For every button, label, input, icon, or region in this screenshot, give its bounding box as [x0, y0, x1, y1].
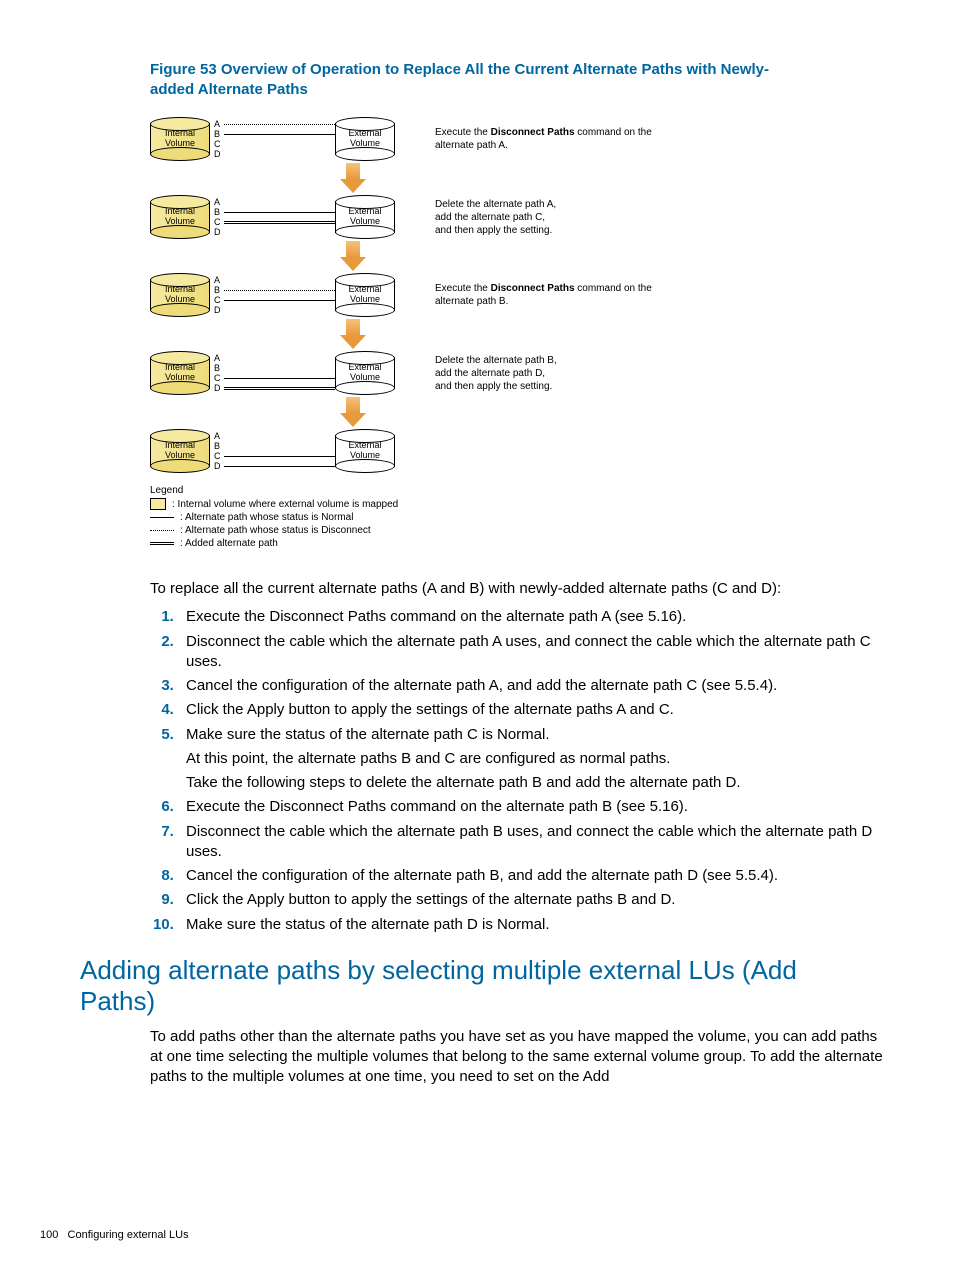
section-body: To add paths other than the alternate pa…: [150, 1027, 884, 1088]
legend-line-icon: [150, 517, 174, 518]
path-letter: A: [214, 275, 224, 285]
path-letter: D: [214, 461, 224, 471]
path-letter: A: [214, 119, 224, 129]
legend-title: Legend: [150, 485, 914, 496]
step-item: Cancel the configuration of the alternat…: [178, 866, 884, 886]
step-item: Make sure the status of the alternate pa…: [178, 915, 884, 935]
path-column: ABCD: [210, 117, 335, 161]
step-item: Click the Apply button to apply the sett…: [178, 890, 884, 910]
path-line: [224, 466, 335, 467]
path-column: ABCD: [210, 273, 335, 317]
path-letter: C: [214, 139, 224, 149]
path-line: [224, 290, 335, 291]
legend-text: : Alternate path whose status is Disconn…: [180, 525, 371, 536]
path-line: [224, 456, 335, 457]
step-item: Disconnect the cable which the alternate…: [178, 632, 884, 673]
path-letter: D: [214, 305, 224, 315]
path-line: [224, 300, 335, 301]
path-letter: C: [214, 295, 224, 305]
step-item: Click the Apply button to apply the sett…: [178, 700, 884, 720]
arrow-row: [150, 317, 914, 351]
diagram-row: InternalVolumeABCDExternalVolumeDelete t…: [150, 195, 914, 239]
legend-item: : Alternate path whose status is Disconn…: [150, 525, 914, 536]
legend-text: : Internal volume where external volume …: [172, 499, 398, 510]
diagram-row: InternalVolumeABCDExternalVolume: [150, 429, 914, 473]
step-item: Cancel the configuration of the alternat…: [178, 676, 884, 696]
diagram-caption: Execute the Disconnect Paths command on …: [435, 282, 685, 308]
legend-swatch-icon: [150, 498, 166, 510]
path-letter: B: [214, 207, 224, 217]
footer-title: Configuring external LUs: [68, 1229, 189, 1241]
figure-title: Figure 53 Overview of Operation to Repla…: [150, 60, 804, 99]
path-letter: B: [214, 363, 224, 373]
arrow-row: [150, 395, 914, 429]
page-number: 100: [40, 1229, 58, 1241]
legend-text: : Added alternate path: [180, 538, 278, 549]
path-line: [224, 124, 335, 125]
internal-volume-icon: InternalVolume: [150, 429, 210, 473]
external-volume-icon: ExternalVolume: [335, 351, 395, 395]
internal-volume-icon: InternalVolume: [150, 195, 210, 239]
diagram-row: InternalVolumeABCDExternalVolumeExecute …: [150, 273, 914, 317]
external-volume-icon: ExternalVolume: [335, 273, 395, 317]
diagram-row: InternalVolumeABCDExternalVolumeDelete t…: [150, 351, 914, 395]
path-letter: B: [214, 285, 224, 295]
step-item: Disconnect the cable which the alternate…: [178, 822, 884, 863]
step-subtext: Take the following steps to delete the a…: [186, 773, 884, 793]
external-volume-icon: ExternalVolume: [335, 117, 395, 161]
path-column: ABCD: [210, 351, 335, 395]
path-letter: D: [214, 227, 224, 237]
page-footer: 100 Configuring external LUs: [40, 1229, 189, 1241]
internal-volume-icon: InternalVolume: [150, 351, 210, 395]
down-arrow-icon: [340, 241, 366, 271]
section-heading: Adding alternate paths by selecting mult…: [80, 955, 874, 1017]
path-line: [224, 378, 335, 379]
path-column: ABCD: [210, 195, 335, 239]
step-subtext: At this point, the alternate paths B and…: [186, 749, 884, 769]
legend-text: : Alternate path whose status is Normal: [180, 512, 353, 523]
step-item: Execute the Disconnect Paths command on …: [178, 797, 884, 817]
path-letter: B: [214, 129, 224, 139]
path-line: [224, 134, 335, 135]
step-item: Make sure the status of the alternate pa…: [178, 725, 884, 794]
path-column: ABCD: [210, 429, 335, 473]
legend-item: : Alternate path whose status is Normal: [150, 512, 914, 523]
legend: Legend : Internal volume where external v…: [150, 485, 914, 549]
path-letter: C: [214, 451, 224, 461]
external-volume-icon: ExternalVolume: [335, 195, 395, 239]
arrow-row: [150, 161, 914, 195]
path-letter: B: [214, 441, 224, 451]
path-letter: A: [214, 353, 224, 363]
path-line: [224, 212, 335, 213]
legend-item: : Added alternate path: [150, 538, 914, 549]
path-line: [224, 387, 335, 390]
diagram-caption: Delete the alternate path B,add the alte…: [435, 354, 685, 393]
down-arrow-icon: [340, 397, 366, 427]
intro-paragraph: To replace all the current alternate pat…: [150, 579, 884, 599]
legend-line-icon: [150, 542, 174, 545]
down-arrow-icon: [340, 163, 366, 193]
path-letter: D: [214, 383, 224, 393]
legend-item: : Internal volume where external volume …: [150, 498, 914, 510]
path-letter: A: [214, 197, 224, 207]
path-letter: C: [214, 373, 224, 383]
path-letter: A: [214, 431, 224, 441]
path-letter: C: [214, 217, 224, 227]
path-line: [224, 221, 335, 224]
diagram-row: InternalVolumeABCDExternalVolumeExecute …: [150, 117, 914, 161]
figure-diagram: InternalVolumeABCDExternalVolumeExecute …: [150, 117, 914, 549]
diagram-caption: Delete the alternate path A,add the alte…: [435, 198, 685, 237]
arrow-row: [150, 239, 914, 273]
path-letter: D: [214, 149, 224, 159]
step-item: Execute the Disconnect Paths command on …: [178, 607, 884, 627]
legend-line-icon: [150, 530, 174, 531]
internal-volume-icon: InternalVolume: [150, 117, 210, 161]
steps-list: Execute the Disconnect Paths command on …: [150, 607, 884, 935]
diagram-caption: Execute the Disconnect Paths command on …: [435, 126, 685, 152]
down-arrow-icon: [340, 319, 366, 349]
external-volume-icon: ExternalVolume: [335, 429, 395, 473]
internal-volume-icon: InternalVolume: [150, 273, 210, 317]
